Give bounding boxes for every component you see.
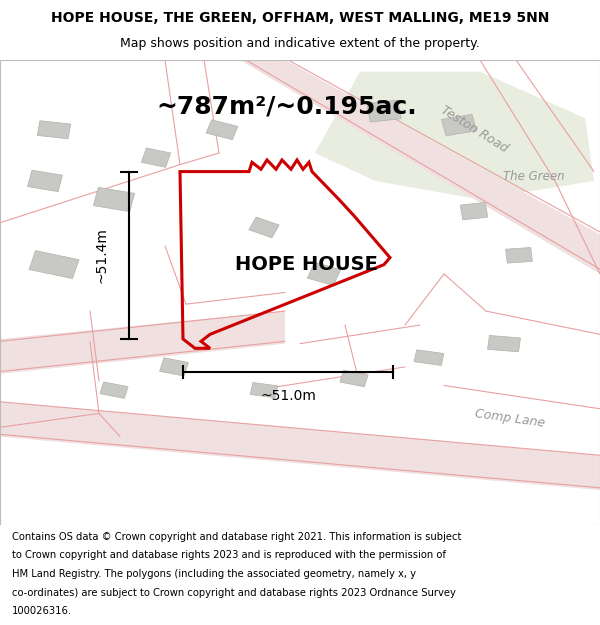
Polygon shape [240, 60, 600, 274]
Polygon shape [315, 72, 594, 199]
Polygon shape [367, 100, 401, 122]
Polygon shape [414, 350, 444, 366]
Text: HOPE HOUSE: HOPE HOUSE [235, 255, 377, 274]
Polygon shape [206, 120, 238, 140]
Polygon shape [250, 382, 278, 398]
Text: Contains OS data © Crown copyright and database right 2021. This information is : Contains OS data © Crown copyright and d… [12, 532, 461, 542]
Polygon shape [94, 188, 134, 212]
Polygon shape [340, 370, 368, 387]
Polygon shape [142, 148, 170, 168]
Polygon shape [0, 311, 285, 374]
Polygon shape [160, 357, 188, 376]
Polygon shape [460, 202, 488, 220]
Text: co-ordinates) are subject to Crown copyright and database rights 2023 Ordnance S: co-ordinates) are subject to Crown copyr… [12, 588, 456, 598]
Polygon shape [37, 121, 71, 139]
Polygon shape [249, 217, 279, 238]
Text: ~787m²/~0.195ac.: ~787m²/~0.195ac. [156, 94, 416, 119]
Text: ~51.0m: ~51.0m [260, 389, 316, 402]
Text: to Crown copyright and database rights 2023 and is reproduced with the permissio: to Crown copyright and database rights 2… [12, 551, 446, 561]
Polygon shape [506, 248, 532, 263]
Polygon shape [307, 262, 341, 286]
Polygon shape [28, 170, 62, 192]
Polygon shape [29, 251, 79, 279]
Text: ~51.4m: ~51.4m [95, 228, 109, 283]
Text: The Green: The Green [503, 170, 565, 182]
Polygon shape [488, 336, 520, 352]
Polygon shape [100, 382, 128, 398]
Text: Teston Road: Teston Road [438, 104, 510, 156]
Text: HOPE HOUSE, THE GREEN, OFFHAM, WEST MALLING, ME19 5NN: HOPE HOUSE, THE GREEN, OFFHAM, WEST MALL… [51, 11, 549, 25]
Text: 100026316.: 100026316. [12, 606, 72, 616]
Polygon shape [442, 114, 476, 136]
Text: HM Land Registry. The polygons (including the associated geometry, namely x, y: HM Land Registry. The polygons (includin… [12, 569, 416, 579]
Text: Map shows position and indicative extent of the property.: Map shows position and indicative extent… [120, 38, 480, 50]
Polygon shape [0, 402, 600, 490]
Text: Comp Lane: Comp Lane [474, 407, 546, 429]
